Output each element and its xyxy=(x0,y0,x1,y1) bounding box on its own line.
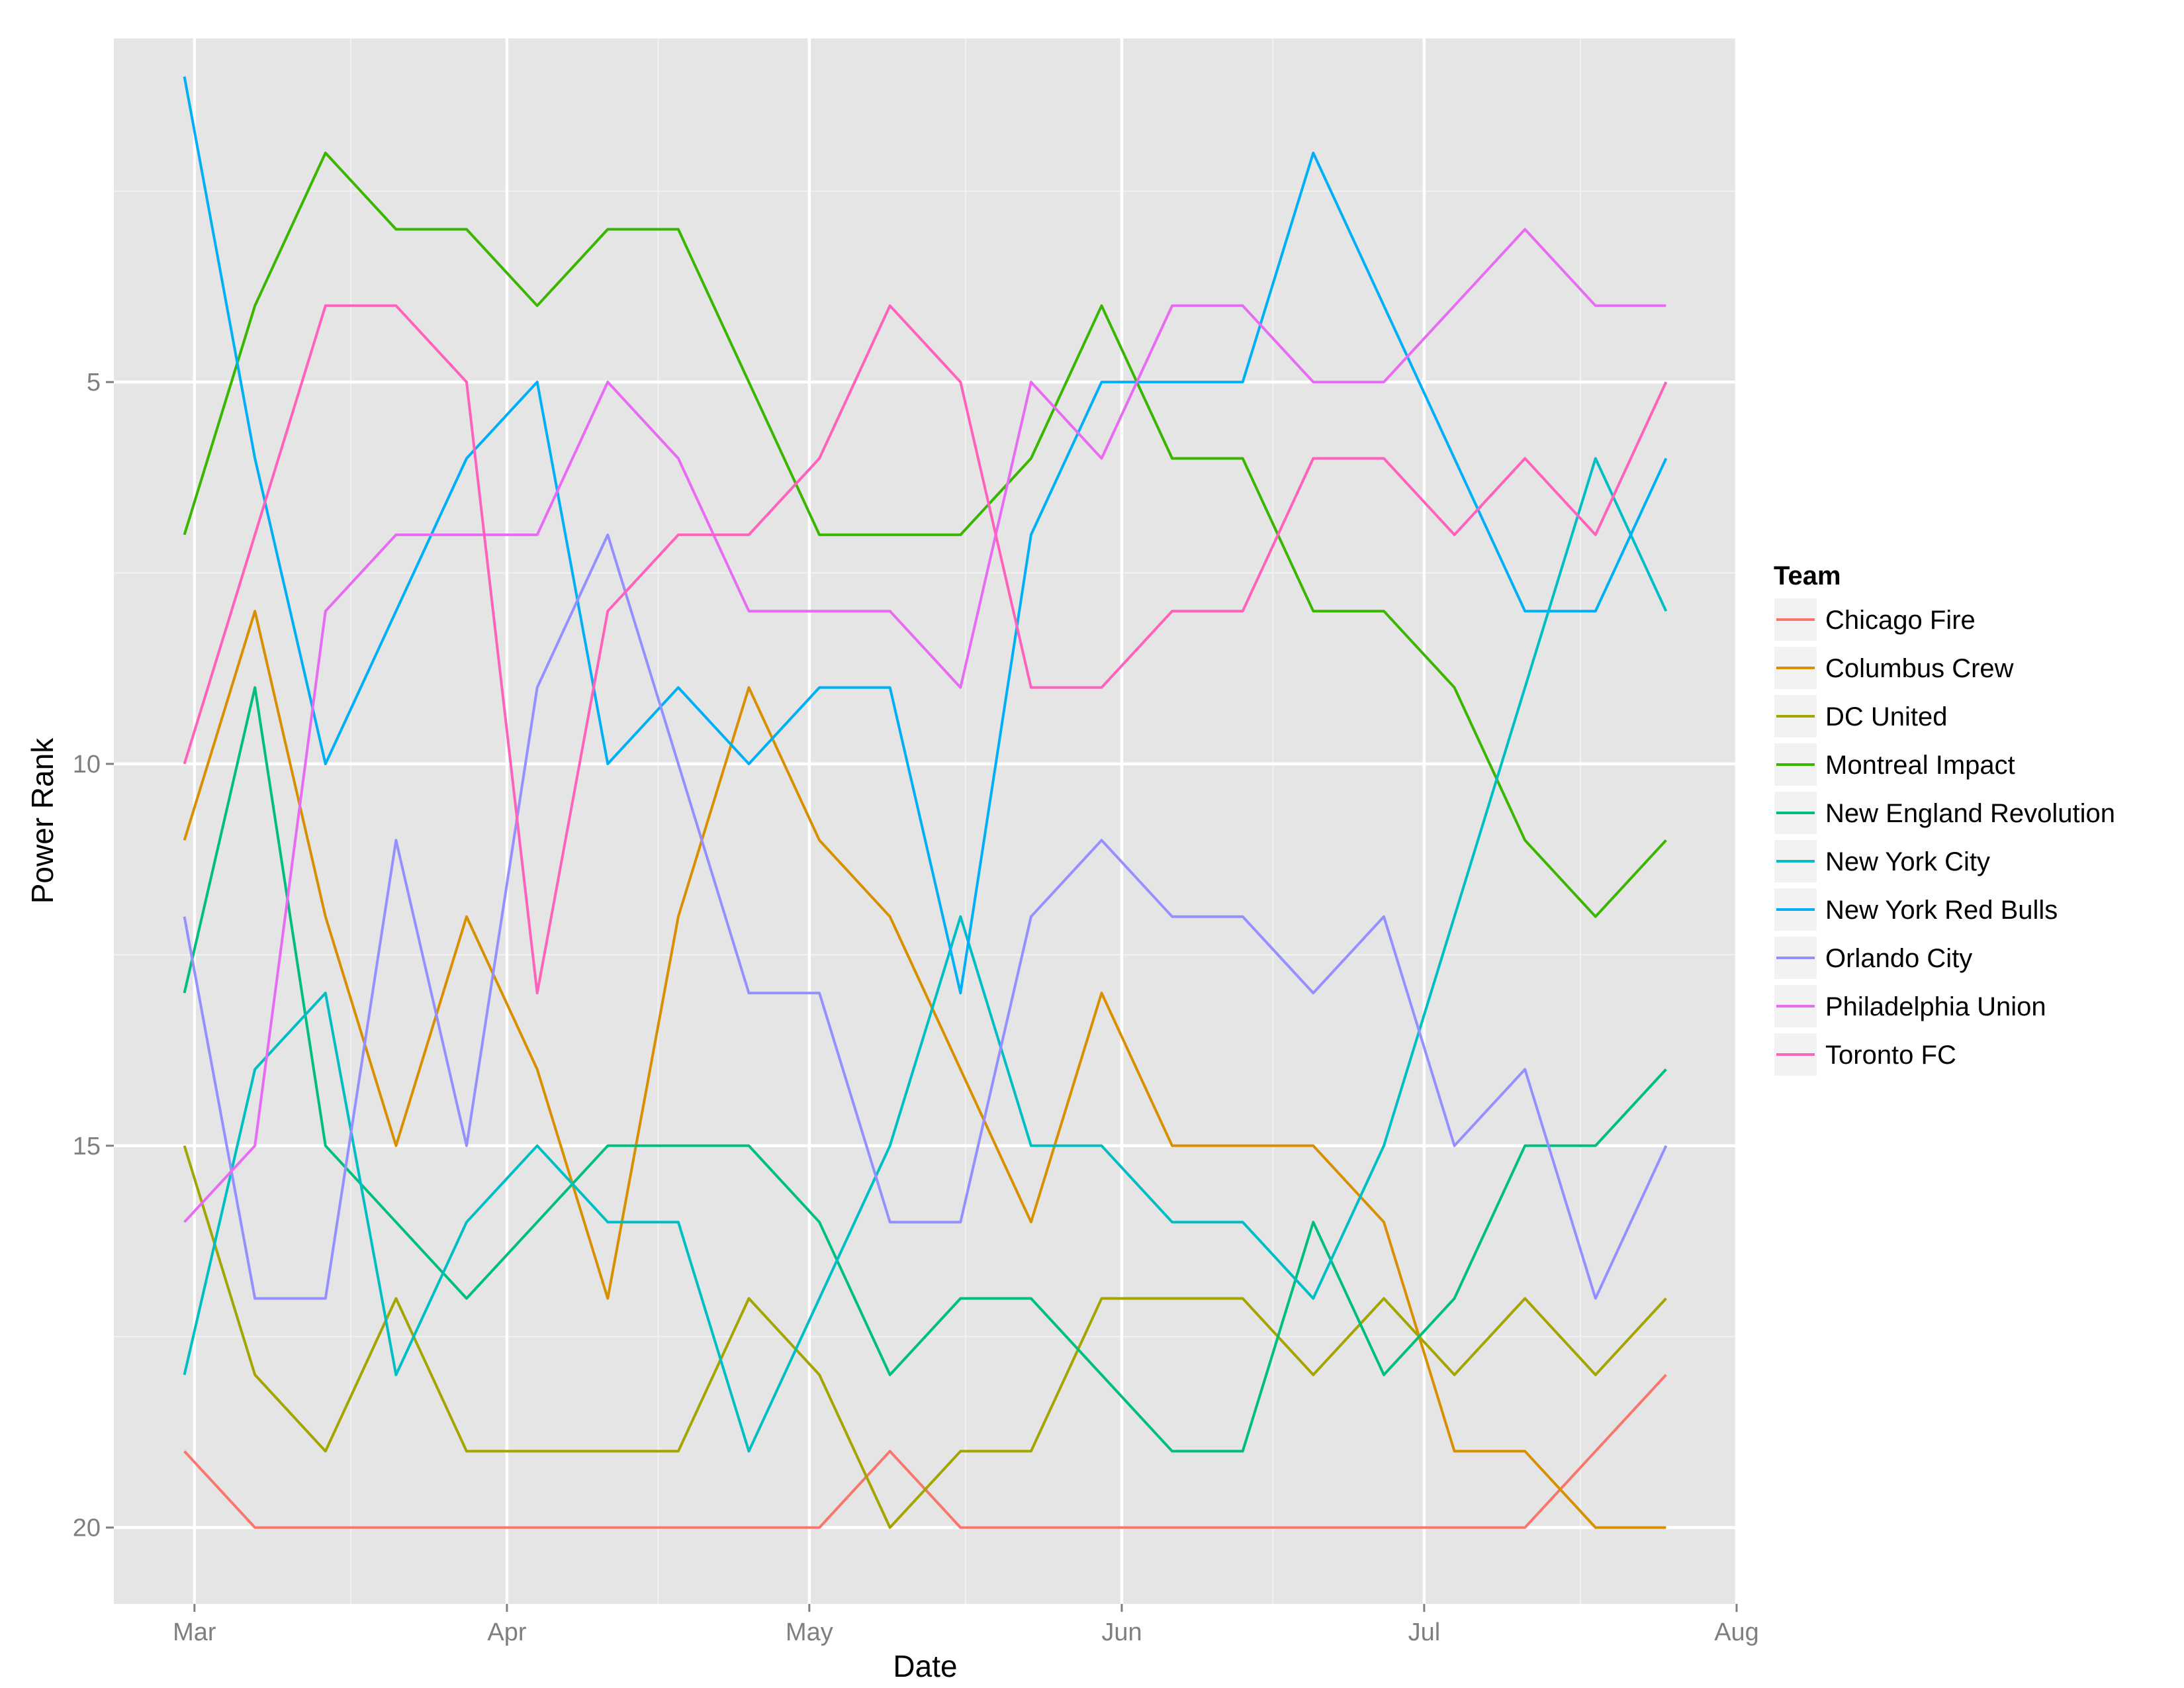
legend-item-new-york-city: New York City xyxy=(1773,839,1990,884)
y-axis: 5 10 15 20 xyxy=(73,369,114,1542)
legend-label: Columbus Crew xyxy=(1825,654,2014,683)
series-line-montreal-impact xyxy=(183,152,1667,918)
x-tick-label: Aug xyxy=(1714,1618,1759,1646)
y-tick-label: 5 xyxy=(87,369,101,397)
legend-label: Philadelphia Union xyxy=(1825,992,2046,1021)
legend-label: Orlando City xyxy=(1825,944,1972,973)
legend-label: Montreal Impact xyxy=(1825,751,2015,780)
legend-item-new-england-revolution: New England Revolution xyxy=(1773,790,2115,835)
legend: Team Chicago Fire Columbus Crew DC United M… xyxy=(1773,561,2115,1077)
legend-label: New York City xyxy=(1825,847,1990,876)
series-line-new-england-revolution xyxy=(183,686,1667,1453)
plot-panel xyxy=(114,38,1737,1604)
legend-item-columbus-crew: Columbus Crew xyxy=(1773,645,2014,690)
legend-label: DC United xyxy=(1825,702,1948,731)
legend-item-montreal-impact: Montreal Impact xyxy=(1773,742,2015,787)
x-axis: Mar Apr May Jun Jul Aug xyxy=(173,1604,1759,1646)
series-lines xyxy=(183,76,1668,1529)
legend-item-orlando-city: Orlando City xyxy=(1773,935,1972,980)
series-line-toronto-fc xyxy=(183,304,1668,995)
legend-label: Chicago Fire xyxy=(1825,606,1976,635)
legend-label: Toronto FC xyxy=(1825,1041,1956,1070)
legend-items: Chicago Fire Columbus Crew DC United Montre… xyxy=(1773,597,2115,1077)
legend-item-philadelphia-union: Philadelphia Union xyxy=(1773,984,2046,1029)
x-tick-label: Jun xyxy=(1101,1618,1142,1646)
x-tick-label: Mar xyxy=(173,1618,216,1646)
y-tick-label: 15 xyxy=(73,1133,101,1160)
legend-item-dc-united: DC United xyxy=(1773,694,1948,739)
x-tick-label: Apr xyxy=(487,1618,526,1646)
legend-item-new-york-red-bulls: New York Red Bulls xyxy=(1773,887,2058,932)
series-line-philadelphia-union xyxy=(183,228,1666,1223)
series-line-orlando-city xyxy=(183,533,1668,1300)
x-tick-label: May xyxy=(786,1618,833,1646)
x-tick-label: Jul xyxy=(1408,1618,1441,1646)
minor-gridlines xyxy=(114,38,1737,1604)
legend-label: New York Red Bulls xyxy=(1825,896,2058,925)
y-tick-label: 10 xyxy=(73,751,101,778)
y-axis-title: Power Rank xyxy=(25,737,60,904)
legend-item-chicago-fire: Chicago Fire xyxy=(1773,597,1976,642)
legend-item-toronto-fc: Toronto FC xyxy=(1773,1032,1956,1077)
x-axis-title: Date xyxy=(893,1649,957,1683)
legend-label: New England Revolution xyxy=(1825,799,2115,828)
legend-title: Team xyxy=(1774,561,1841,590)
y-tick-label: 20 xyxy=(73,1515,101,1542)
